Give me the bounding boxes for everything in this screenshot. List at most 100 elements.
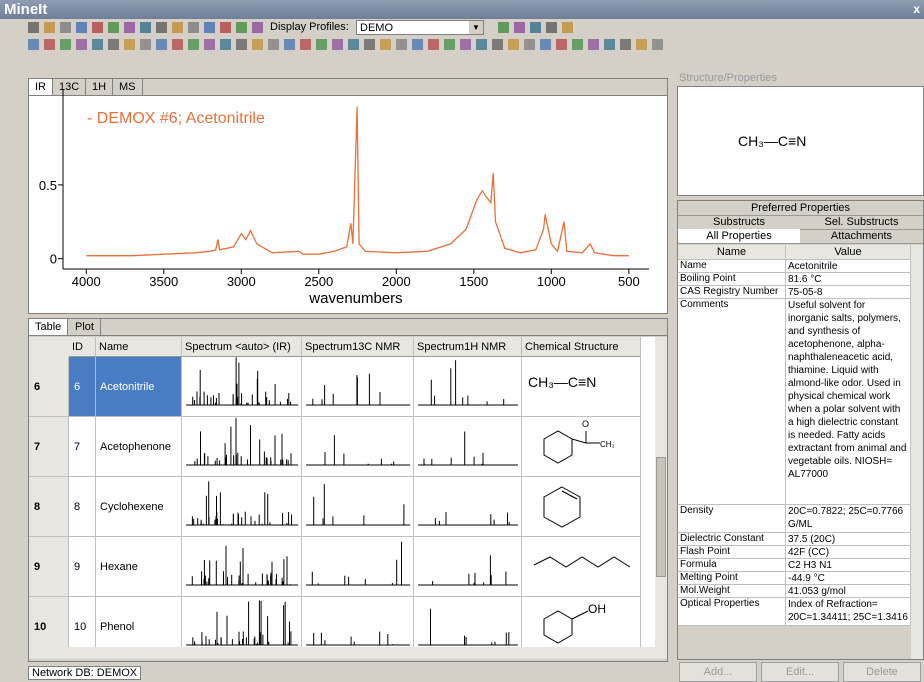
column-header[interactable]: Spectrum1H NMR — [414, 337, 522, 357]
toolbar-icon[interactable] — [236, 22, 247, 33]
toolbar-icon[interactable] — [476, 39, 487, 50]
toolbar-icon[interactable] — [620, 39, 631, 50]
toolbar-icon[interactable] — [268, 39, 279, 50]
toolbar-icon[interactable] — [28, 22, 39, 33]
toolbar-icon[interactable] — [396, 39, 407, 50]
tab[interactable]: IR — [29, 79, 53, 95]
name-cell[interactable]: Acetophenone — [96, 417, 182, 477]
toolbar-icon[interactable] — [124, 22, 135, 33]
toolbar-icon[interactable] — [380, 39, 391, 50]
toolbar-icon[interactable] — [460, 39, 471, 50]
toolbar-icon[interactable] — [498, 22, 509, 33]
toolbar-icon[interactable] — [204, 39, 215, 50]
column-header[interactable]: Spectrum <auto> (IR) — [182, 337, 302, 357]
toolbar-icon[interactable] — [508, 39, 519, 50]
mini-spectrum — [186, 600, 298, 646]
scrollbar[interactable] — [911, 245, 923, 659]
property-name: Optical Properties — [678, 598, 786, 626]
tab[interactable]: Plot — [69, 319, 101, 335]
toolbar-icon[interactable] — [108, 39, 119, 50]
toolbar-icon[interactable] — [636, 39, 647, 50]
toolbar-icon[interactable] — [236, 39, 247, 50]
toolbar-icon[interactable] — [556, 39, 567, 50]
toolbar-icon[interactable] — [140, 22, 151, 33]
toolbar-icon[interactable] — [28, 39, 39, 50]
toolbar-icon[interactable] — [492, 39, 503, 50]
toolbar-icon[interactable] — [252, 22, 263, 33]
property-tab[interactable]: Attachments — [800, 229, 923, 244]
name-cell[interactable]: Phenol — [96, 597, 182, 647]
toolbar-icon[interactable] — [562, 22, 573, 33]
toolbar-icon[interactable] — [530, 22, 541, 33]
tab[interactable]: MS — [113, 79, 143, 95]
property-tab[interactable]: All Properties — [678, 229, 800, 244]
scrollbar[interactable] — [29, 647, 667, 659]
name-cell[interactable]: Acetonitrile — [96, 357, 182, 417]
property-value: 75-05-8 — [786, 286, 911, 299]
toolbar-icon[interactable] — [60, 22, 71, 33]
toolbar-icon[interactable] — [284, 39, 295, 50]
profile-dropdown[interactable]: DEMO ▼ — [356, 20, 484, 35]
toolbar-icon[interactable] — [444, 39, 455, 50]
scrollbar[interactable] — [655, 337, 667, 647]
tab[interactable]: Table — [29, 319, 69, 335]
toolbar-icon[interactable] — [188, 22, 199, 33]
toolbar-icon[interactable] — [156, 39, 167, 50]
action-button[interactable]: Edit... — [761, 662, 839, 682]
toolbar-icon[interactable] — [172, 39, 183, 50]
toolbar-icon[interactable] — [76, 22, 87, 33]
toolbar-icon[interactable] — [546, 22, 557, 33]
close-button[interactable]: x — [913, 2, 920, 16]
toolbar-icon[interactable] — [412, 39, 423, 50]
property-tab[interactable]: Preferred Properties — [678, 201, 923, 216]
tab[interactable]: 13C — [53, 79, 87, 95]
toolbar-icon[interactable] — [348, 39, 359, 50]
toolbar-icon[interactable] — [220, 22, 231, 33]
property-value: -44.9 °C — [786, 572, 911, 585]
toolbar-icon[interactable] — [316, 39, 327, 50]
toolbar-icon[interactable] — [172, 22, 183, 33]
toolbar-icon[interactable] — [652, 39, 663, 50]
toolbar-icon[interactable] — [140, 39, 151, 50]
toolbar-icon[interactable] — [604, 39, 615, 50]
structure-bond — [571, 438, 587, 444]
toolbar-icon[interactable] — [44, 39, 55, 50]
toolbar-icon[interactable] — [428, 39, 439, 50]
column-header[interactable]: ID — [69, 337, 96, 357]
action-button[interactable]: Delete — [843, 662, 921, 682]
toolbar-icon[interactable] — [514, 22, 525, 33]
toolbar-icon[interactable] — [156, 22, 167, 33]
column-header[interactable]: Name — [96, 337, 182, 357]
toolbar-icon[interactable] — [220, 39, 231, 50]
toolbar-icon[interactable] — [188, 39, 199, 50]
column-header[interactable]: Chemical Structure — [522, 337, 641, 357]
toolbar-icon[interactable] — [364, 39, 375, 50]
grid-cell — [182, 417, 302, 477]
chemical-structure — [533, 556, 631, 568]
toolbar-icon[interactable] — [572, 39, 583, 50]
toolbar-icon[interactable] — [76, 39, 87, 50]
action-button[interactable]: Add... — [679, 662, 757, 682]
toolbar-icon[interactable] — [44, 22, 55, 33]
property-tab[interactable]: Substructs — [678, 215, 800, 230]
property-tab[interactable]: Sel. Substructs — [800, 215, 923, 230]
toolbar-icon[interactable] — [540, 39, 551, 50]
toolbar-icon[interactable] — [92, 39, 103, 50]
toolbar-icon[interactable] — [108, 22, 119, 33]
grid-cell — [522, 477, 641, 537]
toolbar-icon[interactable] — [332, 39, 343, 50]
toolbar-icon[interactable] — [524, 39, 535, 50]
toolbar-icon[interactable] — [60, 39, 71, 50]
name-cell[interactable]: Cyclohexene — [96, 477, 182, 537]
toolbar-icon[interactable] — [588, 39, 599, 50]
toolbar-icon[interactable] — [124, 39, 135, 50]
name-cell[interactable]: Hexane — [96, 537, 182, 597]
toolbar-icon[interactable] — [300, 39, 311, 50]
toolbar-icon[interactable] — [92, 22, 103, 33]
row-number: 9 — [29, 537, 69, 597]
toolbar-icon[interactable] — [204, 22, 215, 33]
scroll-thumb[interactable] — [656, 457, 666, 577]
column-header[interactable]: Spectrum13C NMR — [302, 337, 414, 357]
tab[interactable]: 1H — [86, 79, 114, 95]
toolbar-icon[interactable] — [252, 39, 263, 50]
